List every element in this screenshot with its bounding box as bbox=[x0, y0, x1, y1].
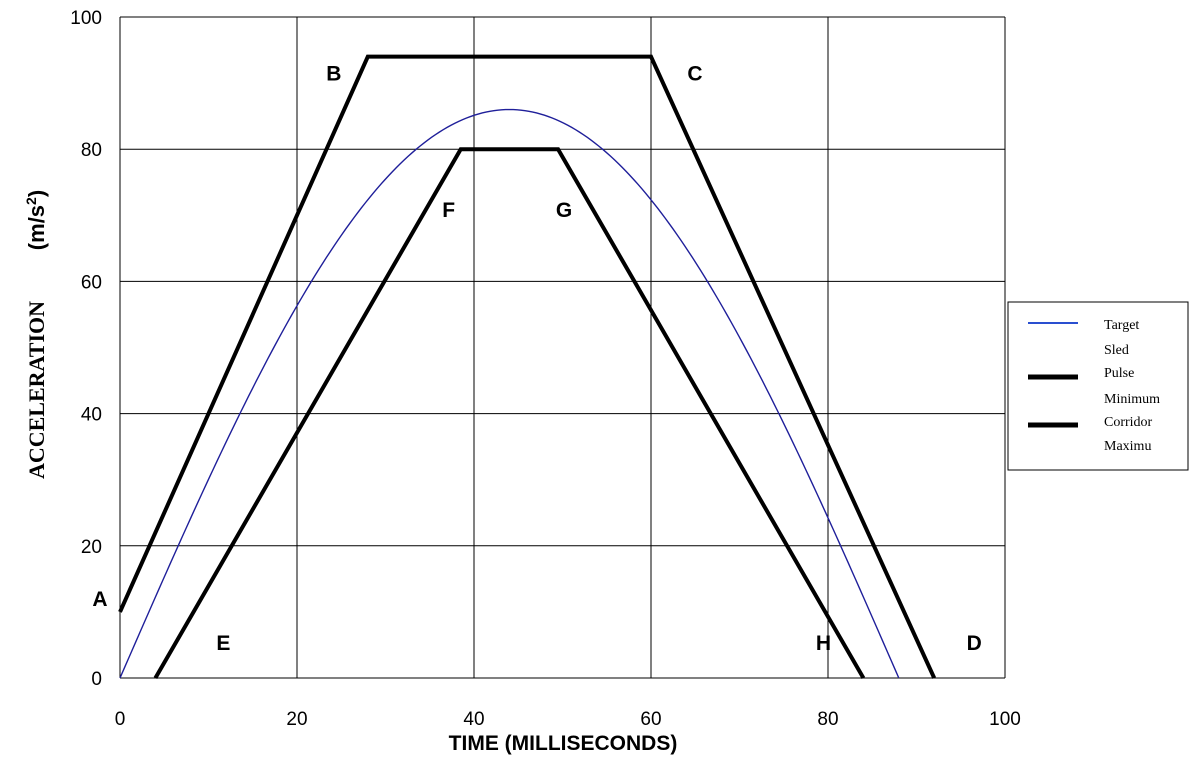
point-label-f: F bbox=[442, 199, 455, 222]
x-tick-label-1: 20 bbox=[286, 709, 307, 730]
y-tick-label-3: 60 bbox=[81, 272, 102, 293]
legend-text-line-2: Sled bbox=[1104, 343, 1129, 358]
legend-text-line-5: Corridor bbox=[1104, 415, 1153, 430]
series-line-2 bbox=[118, 54, 937, 679]
tick-labels: 0 20 40 60 80 100 0 20 40 60 80 100 bbox=[70, 8, 1021, 730]
series-line-1 bbox=[153, 147, 866, 680]
y-axis-unit-sup: 2 bbox=[23, 197, 39, 205]
series-line-0 bbox=[119, 108, 900, 679]
point-label-g: G bbox=[556, 199, 572, 222]
point-label-c: C bbox=[687, 63, 702, 86]
svg-text:ACCELERATION: ACCELERATION bbox=[24, 301, 49, 479]
point-label-b: B bbox=[326, 63, 341, 86]
point-labels: A B C D E F G H bbox=[92, 63, 981, 655]
y-tick-label-1: 20 bbox=[81, 537, 102, 558]
y-tick-label-2: 40 bbox=[81, 405, 102, 426]
point-label-e: E bbox=[216, 632, 230, 655]
x-tick-label-4: 80 bbox=[817, 709, 838, 730]
legend-box bbox=[1007, 301, 1189, 471]
legend-text-line-6: Maximu bbox=[1104, 439, 1151, 454]
y-tick-label-4: 80 bbox=[81, 140, 102, 161]
point-label-d: D bbox=[967, 632, 982, 655]
x-tick-label-2: 40 bbox=[463, 709, 484, 730]
legend-text-line-1: Target bbox=[1104, 318, 1139, 333]
y-tick-label-0: 0 bbox=[91, 669, 102, 690]
series-layer bbox=[118, 54, 937, 680]
y-axis-unit: (m/s2) bbox=[23, 190, 49, 250]
point-label-a: A bbox=[92, 588, 107, 611]
x-axis-label: TIME (MILLISECONDS) bbox=[449, 732, 678, 755]
legend-text-line-3: Pulse bbox=[1104, 366, 1134, 381]
legend-text-line-4: Minimum bbox=[1104, 392, 1160, 407]
point-label-h: H bbox=[816, 632, 831, 655]
svg-text:(m/s2): (m/s2) bbox=[23, 190, 49, 250]
x-tick-label-5: 100 bbox=[989, 709, 1021, 730]
y-tick-label-5: 100 bbox=[70, 8, 102, 29]
grid bbox=[119, 16, 1006, 679]
y-axis-label-text: ACCELERATION bbox=[24, 301, 49, 479]
x-tick-label-0: 0 bbox=[115, 709, 126, 730]
y-axis-unit-open: (m/s bbox=[24, 205, 49, 250]
y-axis-label: ACCELERATION bbox=[24, 301, 49, 479]
legend: Target Sled Pulse Minimum Corridor Maxim… bbox=[1007, 301, 1189, 471]
x-tick-label-3: 60 bbox=[640, 709, 661, 730]
y-axis-unit-close: ) bbox=[24, 190, 49, 197]
